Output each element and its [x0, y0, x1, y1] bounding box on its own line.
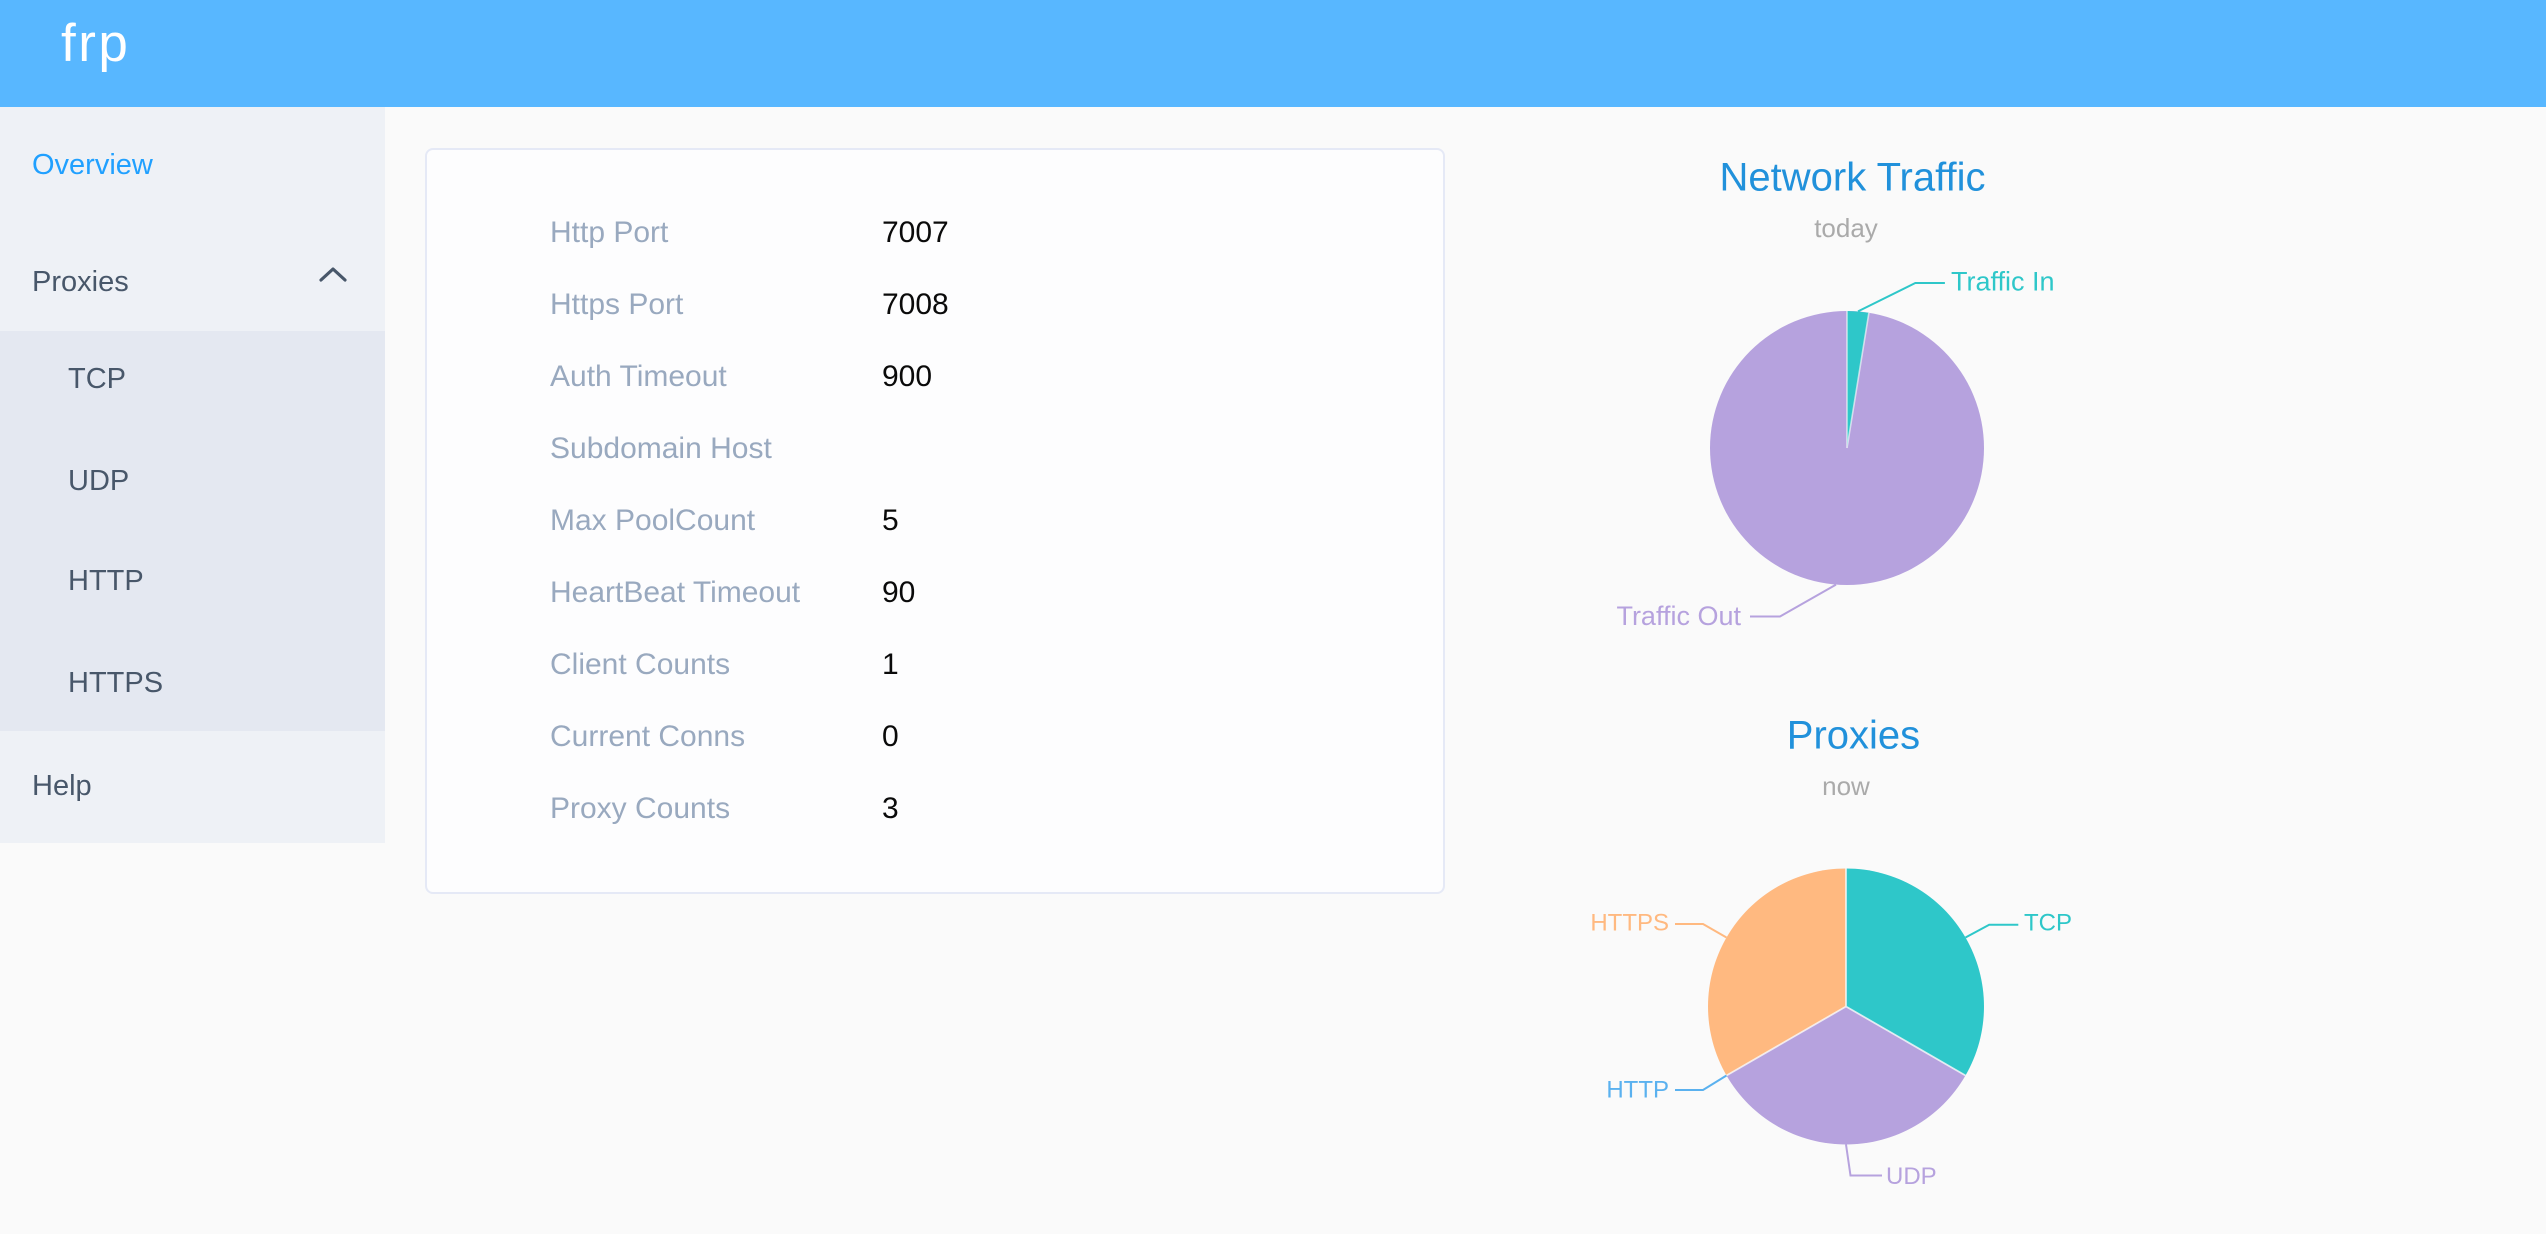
svg-text:Traffic Out: Traffic Out [1616, 601, 1741, 631]
svg-text:now: now [1822, 771, 1870, 801]
svg-text:Network Traffic: Network Traffic [1720, 156, 1986, 200]
svg-text:HTTP: HTTP [1606, 1077, 1669, 1104]
svg-text:HTTPS: HTTPS [1590, 910, 1669, 937]
svg-text:today: today [1814, 213, 1878, 243]
svg-text:UDP: UDP [1886, 1163, 1937, 1190]
svg-text:Traffic In: Traffic In [1951, 267, 2055, 297]
svg-text:Proxies: Proxies [1787, 714, 1920, 758]
svg-text:TCP: TCP [2024, 910, 2072, 937]
